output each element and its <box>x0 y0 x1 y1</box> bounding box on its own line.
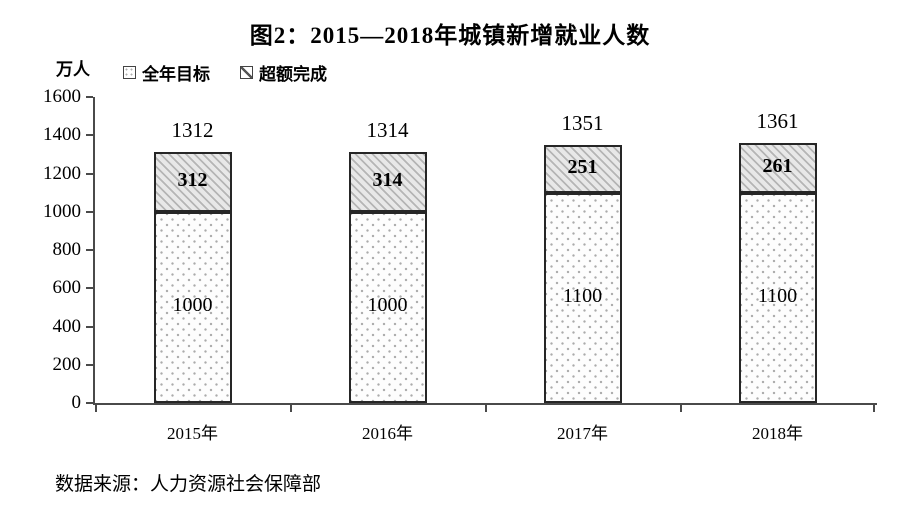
bar-total-label: 1312 <box>171 118 214 143</box>
bar-value-exceeded: 314 <box>372 168 403 191</box>
bar-value-exceeded: 261 <box>762 154 793 177</box>
legend-label-exceeded: 超额完成 <box>259 65 327 84</box>
y-axis-tick-label: 1600 <box>43 86 81 107</box>
y-axis-tick-label: 1200 <box>43 162 81 184</box>
legend-swatch-dots-icon <box>123 66 136 79</box>
y-axis-tick <box>86 325 93 328</box>
x-axis-category-label: 2017年 <box>557 424 608 443</box>
x-axis-category-label: 2018年 <box>752 424 803 443</box>
bar-value-annual-target: 1000 <box>172 294 213 317</box>
bar-segment-exceeded <box>738 142 817 193</box>
y-axis-tick <box>86 287 93 290</box>
bar-value-annual-target: 1000 <box>367 294 408 317</box>
y-axis-tick-label: 1000 <box>43 200 81 222</box>
bar-segment-annual-target <box>348 211 427 403</box>
y-axis-tick <box>86 249 93 251</box>
legend-label-annual-target: 全年目标 <box>142 65 210 84</box>
bar-segment-exceeded <box>348 151 427 212</box>
bar-value-exceeded: 312 <box>177 168 208 191</box>
bar-segment-exceeded <box>153 152 232 212</box>
x-axis-tick <box>290 405 292 412</box>
legend-item-exceeded: 超额完成 <box>240 60 327 85</box>
x-axis-category-label: 2015年 <box>167 424 218 443</box>
y-axis-tick <box>86 172 93 175</box>
bar-segment-annual-target <box>543 192 622 403</box>
y-axis-tick <box>86 134 93 137</box>
y-axis-tick-label: 800 <box>52 239 82 260</box>
bar-segment-exceeded <box>543 144 622 193</box>
chart-title: 图2：2015—2018年城镇新增就业人数 <box>249 23 651 48</box>
x-axis-line <box>93 403 877 405</box>
legend: 全年目标 超额完成 <box>123 60 327 85</box>
y-axis-tick <box>86 96 93 98</box>
y-axis-line <box>93 97 95 405</box>
bar-value-exceeded: 251 <box>567 155 598 178</box>
bar-total-label: 1351 <box>561 110 604 135</box>
y-axis-tick-label: 400 <box>52 315 82 337</box>
y-axis-tick-label: 0 <box>71 392 82 413</box>
y-axis-tick <box>86 363 93 366</box>
plot-area: 0 200 400 600 800 1000 1200 1400 1600 1000 312 1312… <box>43 86 877 443</box>
y-axis-tick-label: 1400 <box>43 124 81 146</box>
y-axis-tick <box>86 210 93 213</box>
y-axis-tick-label: 200 <box>52 353 82 375</box>
source-note: 数据来源：人力资源社会保障部 <box>55 474 322 495</box>
y-axis-unit-label: 万人 <box>56 60 90 79</box>
x-axis-tick <box>873 405 875 412</box>
x-axis-tick <box>680 405 682 412</box>
y-axis-tick-label: 600 <box>52 277 82 299</box>
bar-value-annual-target: 1100 <box>757 284 798 307</box>
x-axis-category-label: 2016年 <box>362 424 413 443</box>
bar-segment-annual-target <box>738 192 817 403</box>
bar-total-label: 1361 <box>756 108 799 133</box>
bar-value-annual-target: 1100 <box>562 284 603 307</box>
bar-total-label: 1314 <box>366 117 409 142</box>
legend-swatch-hatch-icon <box>240 66 253 79</box>
y-axis-tick <box>86 402 93 404</box>
bar-segment-annual-target <box>153 211 232 403</box>
x-axis-tick <box>485 405 487 412</box>
x-axis-tick <box>95 405 97 412</box>
legend-item-annual-target: 全年目标 <box>123 60 210 85</box>
